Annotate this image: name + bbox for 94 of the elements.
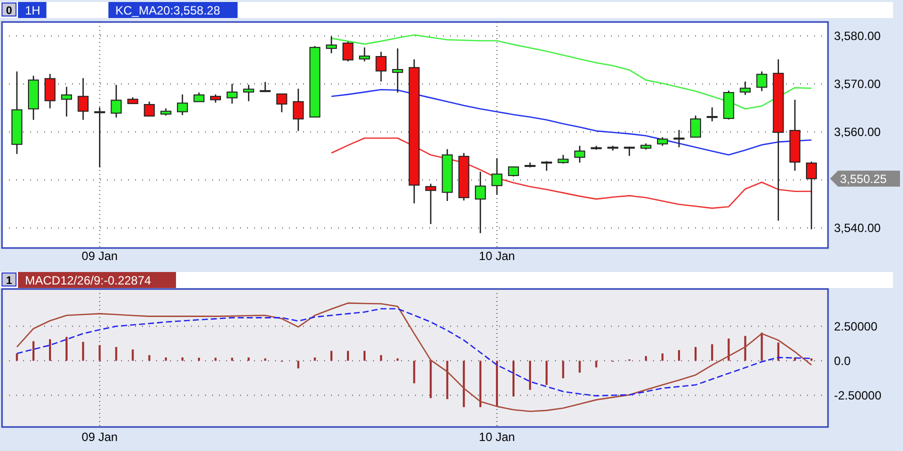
bar <box>462 360 465 408</box>
candlestick <box>110 84 122 118</box>
candlestick <box>376 51 387 82</box>
x-tick-label: 10 Jan <box>478 430 515 444</box>
candlestick <box>359 46 370 62</box>
bar <box>661 353 664 361</box>
bar <box>330 350 332 361</box>
chart-title: MACD12/26/9:-0.22874 <box>25 274 152 288</box>
chart-subtitle: KC_MA20:3,558.28 <box>115 4 220 18</box>
x-tick-label: 10 Jan <box>478 249 515 263</box>
bar <box>264 358 266 361</box>
bar <box>711 344 714 361</box>
bar <box>728 338 730 361</box>
candlestick <box>508 166 519 178</box>
y-tick-label: 3,540.00 <box>834 221 882 236</box>
x-tick-label: 09 Jan <box>82 249 118 263</box>
candlestick <box>491 158 502 196</box>
bar <box>66 336 68 361</box>
bar <box>479 360 482 408</box>
bar <box>364 350 366 361</box>
y-tick-label: 2.50000 <box>834 319 878 334</box>
text: 1 <box>6 275 12 287</box>
candlestick <box>243 84 254 102</box>
bar <box>777 342 780 361</box>
candlestick <box>144 101 155 117</box>
candlestick <box>326 36 337 54</box>
bar <box>82 342 84 361</box>
bar <box>380 355 382 361</box>
line-series <box>330 34 812 110</box>
candlestick <box>806 160 817 230</box>
bar <box>562 360 564 378</box>
line-series <box>16 302 812 412</box>
bar <box>760 332 763 361</box>
bar <box>529 360 532 390</box>
bar <box>214 358 217 361</box>
candlestick <box>425 183 436 225</box>
candlestick <box>706 106 718 122</box>
candlestick <box>226 83 238 104</box>
bar <box>546 360 548 385</box>
bar <box>164 357 167 361</box>
bar <box>297 360 300 368</box>
bar <box>248 357 250 361</box>
text: 0 <box>6 5 12 17</box>
bar <box>181 357 184 361</box>
candlestick <box>94 106 106 168</box>
bar <box>115 346 118 361</box>
candlestick <box>44 73 56 110</box>
bar <box>512 360 514 396</box>
bar <box>694 346 697 361</box>
candlestick <box>624 146 635 157</box>
candlestick <box>78 77 89 121</box>
candlestick <box>292 88 304 132</box>
bar <box>744 336 746 361</box>
x-tick-label: 09 Jan <box>82 430 118 444</box>
y-tick-label: 3,580.00 <box>834 29 882 44</box>
candlestick <box>61 86 72 118</box>
bar <box>346 350 349 361</box>
candlestick <box>674 129 684 148</box>
bar <box>32 341 34 361</box>
bar <box>430 360 432 398</box>
bar <box>198 358 200 361</box>
candlestick <box>474 171 486 234</box>
bar <box>314 357 316 361</box>
bar <box>413 360 416 384</box>
candlestick <box>574 145 586 164</box>
candlestick <box>176 94 188 116</box>
bar <box>578 360 581 373</box>
bar <box>132 349 134 361</box>
line-series <box>330 137 812 209</box>
candlestick <box>541 160 552 172</box>
bar <box>49 339 52 361</box>
chart-title: 1H <box>25 4 40 18</box>
candlestick <box>690 114 702 138</box>
candlestick <box>276 93 288 113</box>
bar <box>396 358 399 361</box>
candlestick <box>194 92 204 102</box>
line-series <box>16 308 812 396</box>
y-tick-label: 3,560.00 <box>834 125 882 140</box>
bar <box>678 350 680 361</box>
bar <box>148 355 150 361</box>
y-tick-label: 3,570.00 <box>834 77 882 92</box>
candlestick <box>392 48 404 94</box>
candlestick <box>756 70 768 92</box>
y-tick-label: 0.0 <box>834 354 852 368</box>
candlestick <box>342 41 354 62</box>
y-tick-label: -2.50000 <box>834 388 882 402</box>
bar <box>810 358 812 361</box>
bar <box>595 360 598 368</box>
bar <box>231 358 234 361</box>
bar <box>446 360 448 400</box>
text: 3,550.25 <box>840 172 888 186</box>
candlestick <box>740 80 751 96</box>
bar <box>644 356 647 361</box>
line-series <box>330 89 812 156</box>
